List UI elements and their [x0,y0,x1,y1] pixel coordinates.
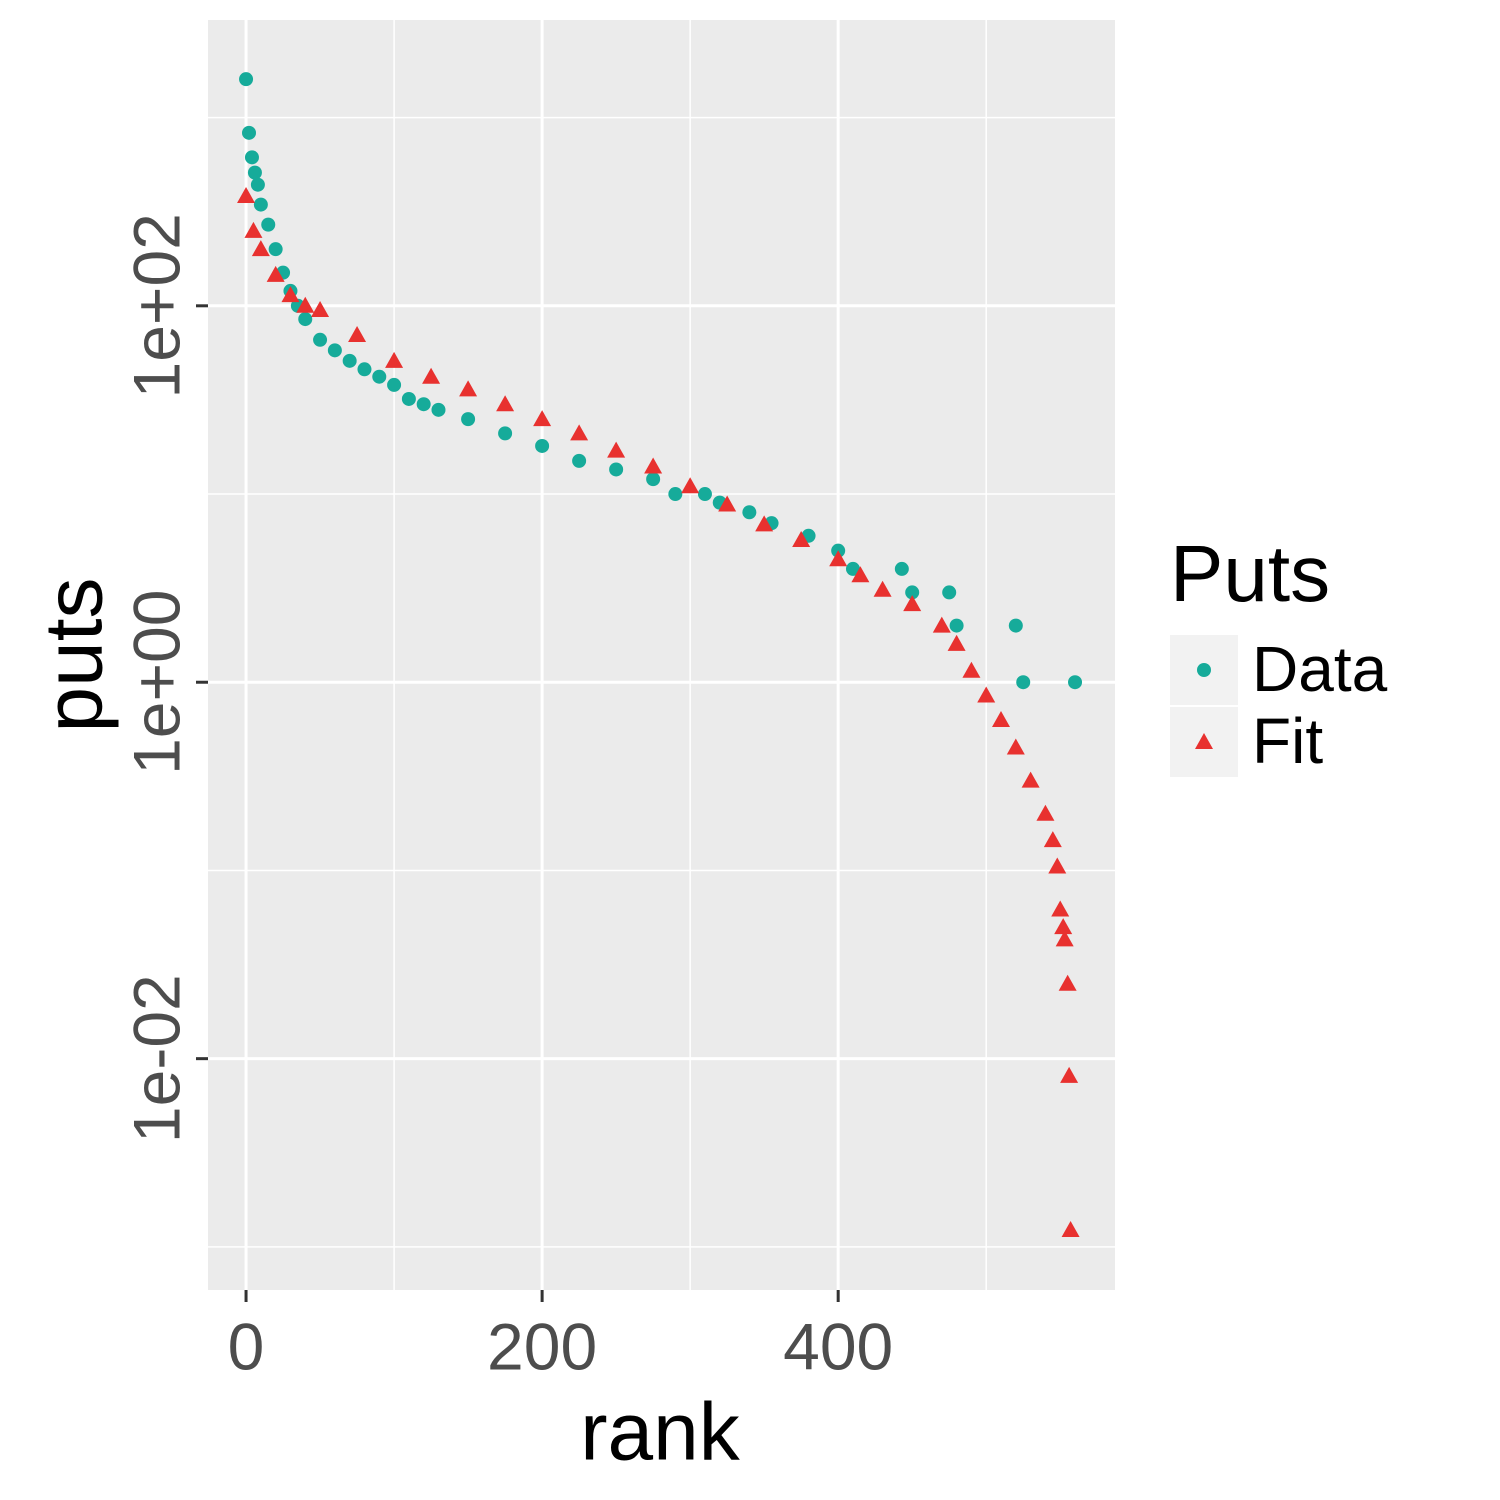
point [1006,738,1025,755]
point [311,300,330,317]
point [1058,974,1077,991]
point [570,424,589,441]
point [268,242,283,257]
x-tick-label: 400 [783,1309,893,1383]
legend-title: Puts [1170,529,1330,618]
point [607,441,626,458]
legend-symbol [1195,733,1213,749]
point [348,325,367,342]
point [1061,1220,1080,1237]
point [357,362,372,377]
point [266,265,285,282]
legend-label: Fit [1252,705,1323,777]
point [668,487,683,502]
point [281,286,300,303]
point [1021,771,1040,788]
y-tick-label: 1e-02 [119,974,193,1143]
y-tick-label: 1e+00 [119,590,193,775]
point [903,595,922,612]
point [1008,618,1023,633]
point [755,515,774,532]
point [1036,804,1055,821]
point [498,426,513,441]
point [1055,930,1074,947]
panel [208,20,1115,1290]
point [962,661,981,678]
point [533,410,552,427]
point [1043,831,1062,848]
y-tick-label: 1e+02 [119,213,193,398]
legend-symbol [1197,663,1211,677]
point [461,412,476,427]
point [296,296,315,313]
point [431,402,446,417]
point [905,585,920,600]
point [261,217,276,232]
point [313,332,328,347]
x-tick-label: 200 [487,1309,597,1383]
point [459,380,478,397]
point [977,686,996,703]
point [342,353,357,368]
point [242,125,257,140]
x-axis-title: rank [580,1387,741,1478]
point [298,312,313,327]
point [535,438,550,453]
point [894,561,909,576]
point [247,165,262,180]
legend-label: Data [1252,633,1388,705]
point [237,187,256,204]
point [646,472,661,487]
point [422,367,441,384]
point [239,72,254,87]
point [851,566,870,583]
point [1048,857,1067,874]
point [572,453,587,468]
point [401,391,416,406]
point [609,462,624,477]
point [681,477,700,494]
point [742,505,757,520]
point [792,530,811,547]
point [644,457,663,474]
point [873,580,892,597]
point [1060,1066,1079,1083]
point [932,616,951,633]
point [845,561,860,576]
point [416,397,431,412]
point [1051,900,1070,917]
point [372,369,387,384]
point [253,197,268,212]
point [992,710,1011,727]
point [942,585,957,600]
point [829,550,848,567]
point [1068,675,1083,690]
point [718,495,737,512]
point [1016,675,1031,690]
point [327,343,342,358]
point [697,487,712,502]
point [244,221,263,238]
point [949,618,964,633]
point [947,634,966,651]
point [251,240,270,257]
point [250,177,265,192]
point [244,150,259,165]
y-axis-title: puts [29,578,120,733]
point [1054,918,1073,935]
point [385,351,404,368]
point [496,395,515,412]
x-tick-label: 0 [228,1309,265,1383]
point [387,377,402,392]
